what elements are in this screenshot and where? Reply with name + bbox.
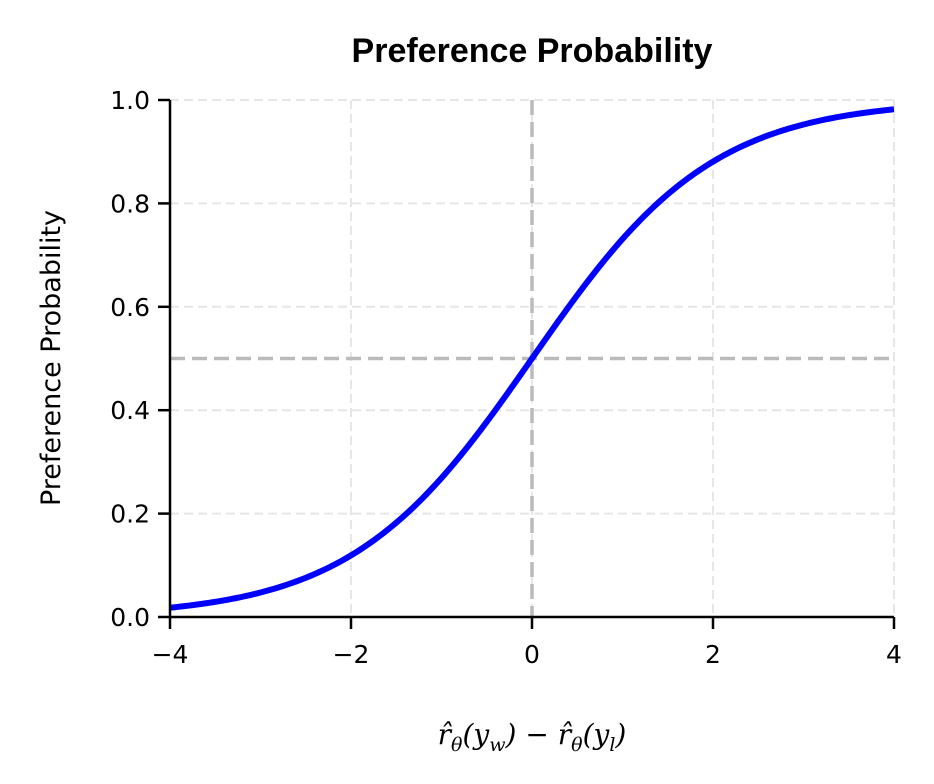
y-axis-ticks: 0.0 0.2 0.4 0.6 0.8 1.0: [110, 86, 170, 632]
y-tick-label: 0.0: [110, 603, 150, 632]
chart-title: Preference Probability: [352, 32, 713, 70]
y-tick-label: 1.0: [110, 86, 150, 115]
x-tick-label: −4: [152, 640, 189, 669]
x-tick-label: 2: [705, 640, 721, 669]
y-tick-label: 0.4: [110, 396, 150, 425]
x-axis-ticks: −4 −2 0 2 4: [152, 617, 902, 669]
sigmoid-curve: [169, 106, 895, 611]
x-tick-label: 4: [886, 640, 902, 669]
x-axis-label: r̂θ(yw) − r̂θ(yl): [438, 718, 627, 756]
y-tick-label: 0.8: [110, 189, 150, 218]
y-tick-label: 0.2: [110, 500, 150, 529]
y-axis-label: Preference Probability: [36, 210, 67, 506]
x-tick-label: −2: [333, 640, 370, 669]
y-tick-label: 0.6: [110, 293, 150, 322]
x-tick-label: 0: [524, 640, 540, 669]
